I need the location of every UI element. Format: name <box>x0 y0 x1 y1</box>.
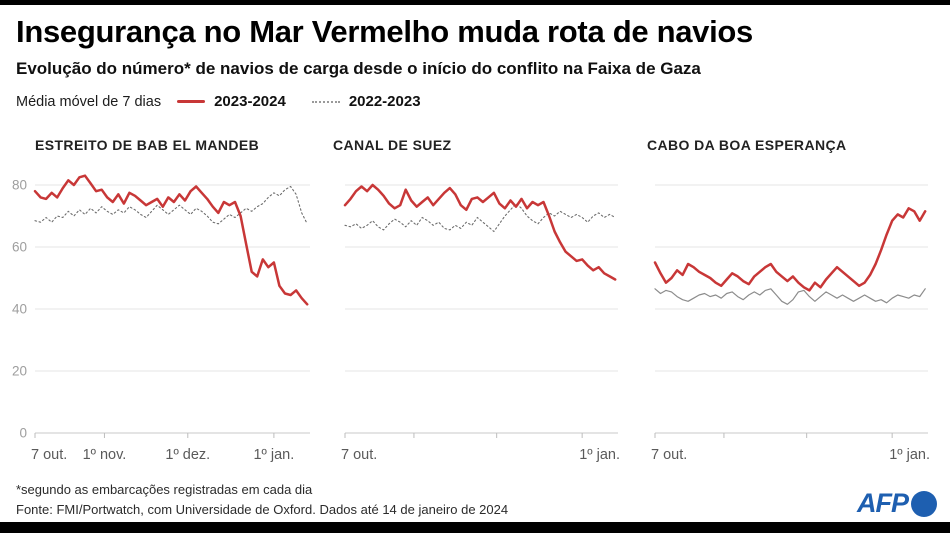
chart-canal-de-suez: 7 out. 1º jan. <box>341 183 620 463</box>
page-title: Insegurança no Mar Vermelho muda rota de… <box>16 14 753 49</box>
legend-item-2022-2023: 2022-2023 <box>311 93 421 110</box>
svg-text:40: 40 <box>12 302 27 317</box>
svg-text:7 out.: 7 out. <box>341 447 377 463</box>
legend-label: Média móvel de 7 dias <box>16 93 162 110</box>
page-subtitle: Evolução do número* de navios de carga d… <box>16 59 701 78</box>
afp-logo: AFP <box>857 488 937 519</box>
svg-text:7 out.: 7 out. <box>31 447 67 463</box>
svg-text:1º jan.: 1º jan. <box>889 447 930 463</box>
legend-series-name: 2023-2024 <box>214 93 286 110</box>
footnote: *segundo as embarcações registradas em c… <box>16 482 313 497</box>
svg-text:1º jan.: 1º jan. <box>579 447 620 463</box>
svg-text:80: 80 <box>12 178 27 193</box>
svg-text:7 out.: 7 out. <box>651 447 687 463</box>
afp-logo-text: AFP <box>857 488 909 518</box>
svg-text:1º nov.: 1º nov. <box>83 447 127 463</box>
bottom-bar <box>0 522 950 533</box>
chart-bab-el-mandeb: 0 20 40 60 80 7 out. 1º nov. 1º dez. 1º jan. <box>12 174 310 463</box>
chart-cabo-da-boa-esperanca: 7 out. 1º jan. <box>651 184 930 463</box>
chart-title-canal-de-suez: CANAL DE SUEZ <box>333 137 452 153</box>
svg-text:1º jan.: 1º jan. <box>253 447 294 463</box>
gray-dotted-swatch-icon <box>311 100 340 103</box>
svg-text:1º dez.: 1º dez. <box>165 447 210 463</box>
afp-globe-icon <box>911 490 937 517</box>
svg-text:60: 60 <box>12 240 27 255</box>
chart-title-bab-el-mandeb: ESTREITO DE BAB EL MANDEB <box>35 137 260 153</box>
legend: Média móvel de 7 dias 2023-2024 2022-202… <box>16 93 447 110</box>
svg-text:0: 0 <box>19 426 27 441</box>
legend-item-2023-2024: 2023-2024 <box>177 93 286 110</box>
red-line-swatch-icon <box>177 100 206 103</box>
chart-title-cabo-da-boa-esperanca: CABO DA BOA ESPERANÇA <box>647 137 847 153</box>
legend-series-name: 2022-2023 <box>348 93 421 110</box>
svg-text:20: 20 <box>12 364 27 379</box>
source-line: Fonte: FMI/Portwatch, com Universidade d… <box>16 502 509 517</box>
top-bar <box>0 0 950 5</box>
